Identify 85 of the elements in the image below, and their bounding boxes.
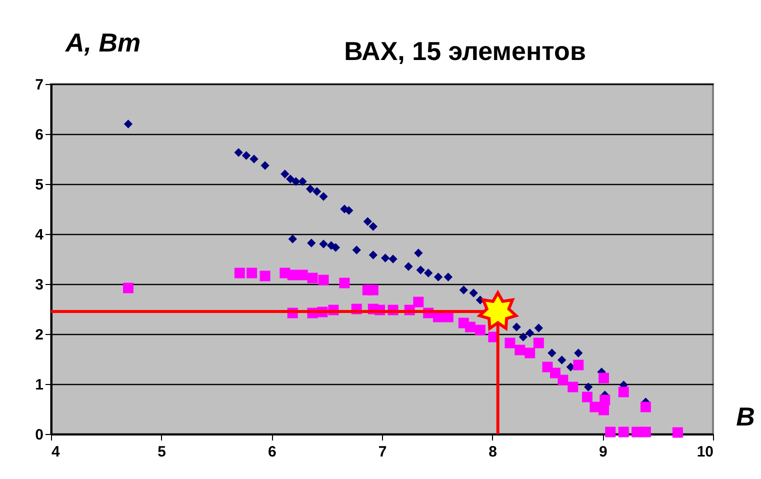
point — [413, 296, 424, 308]
point — [584, 382, 593, 392]
point — [434, 272, 443, 282]
point — [122, 282, 134, 294]
y-tick-label: 5 — [35, 176, 44, 194]
point — [640, 402, 651, 412]
point — [292, 177, 300, 186]
y-tick-label: 1 — [35, 376, 44, 394]
x-tick-label: 9 — [598, 444, 608, 460]
y-axis-title: А, Вт — [64, 28, 141, 58]
point — [306, 184, 315, 194]
point — [618, 386, 629, 398]
point — [598, 404, 610, 416]
point — [319, 240, 328, 248]
point — [368, 250, 378, 260]
point — [474, 324, 486, 336]
point — [307, 272, 318, 284]
point — [234, 148, 243, 157]
point — [574, 348, 583, 358]
y-tick-label: 2 — [35, 326, 44, 344]
point — [234, 268, 245, 278]
point — [414, 248, 423, 258]
point — [573, 360, 584, 370]
point — [298, 177, 307, 186]
point — [444, 272, 453, 282]
point — [618, 426, 629, 438]
y-tick-label: 0 — [35, 426, 44, 444]
point — [288, 234, 297, 244]
point — [640, 426, 651, 438]
point — [424, 268, 433, 278]
point — [512, 322, 521, 332]
point — [469, 288, 478, 298]
point — [286, 174, 295, 184]
point — [312, 187, 322, 196]
point — [518, 332, 528, 342]
point — [605, 426, 616, 438]
point — [380, 254, 390, 262]
point — [260, 270, 270, 282]
chart-title: ВАХ, 15 элементов — [344, 36, 586, 66]
y-tick-label: 7 — [35, 76, 44, 94]
point — [246, 268, 258, 278]
x-axis-title: В — [736, 402, 755, 432]
point — [465, 322, 476, 332]
point — [352, 246, 361, 254]
point — [307, 238, 316, 248]
point — [242, 151, 251, 160]
y-tick-label: 3 — [35, 276, 44, 294]
point — [339, 278, 350, 288]
point — [250, 154, 258, 164]
point — [478, 291, 518, 330]
point — [568, 382, 578, 392]
y-tick-label: 6 — [35, 126, 44, 144]
point — [368, 284, 378, 296]
point — [363, 217, 372, 226]
point — [558, 356, 566, 364]
point — [368, 222, 378, 231]
x-tick-label: 10 — [696, 444, 714, 460]
point — [404, 262, 413, 271]
point — [124, 120, 133, 128]
point — [318, 274, 329, 286]
point — [280, 170, 290, 178]
point — [533, 338, 544, 348]
point — [672, 427, 683, 438]
x-tick-label: 4 — [52, 444, 60, 460]
point — [319, 192, 328, 201]
x-tick-label: 8 — [488, 444, 498, 460]
point — [388, 254, 398, 264]
point — [524, 348, 536, 358]
point — [504, 338, 516, 348]
point — [514, 344, 526, 356]
point — [416, 266, 425, 274]
point — [558, 374, 568, 386]
point — [287, 270, 298, 280]
point — [582, 392, 592, 402]
point — [534, 324, 544, 332]
point — [260, 161, 270, 170]
point — [600, 394, 610, 406]
point — [459, 286, 468, 294]
point — [598, 372, 610, 384]
x-tick-label: 6 — [268, 444, 276, 460]
point — [526, 328, 534, 338]
x-tick-label: 7 — [378, 444, 387, 460]
x-tick-label: 5 — [158, 444, 166, 460]
point — [548, 348, 556, 358]
y-tick-label: 4 — [35, 226, 44, 244]
